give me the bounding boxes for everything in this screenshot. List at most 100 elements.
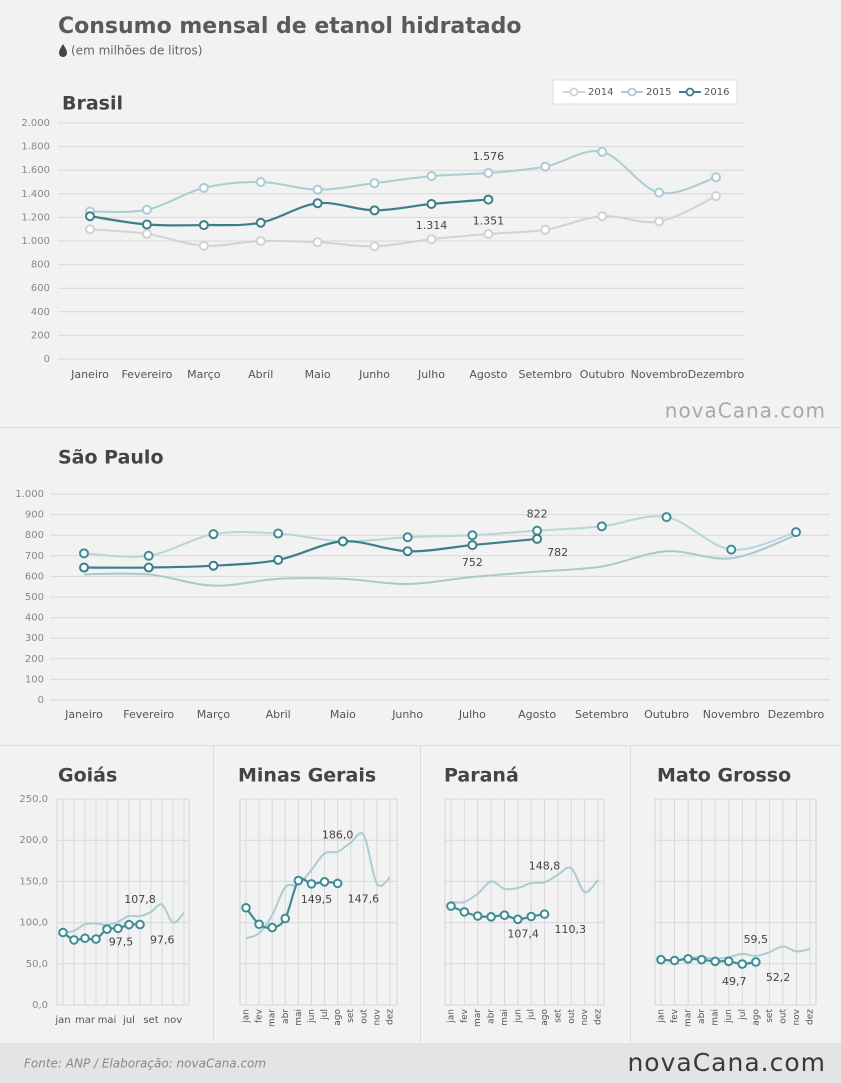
x-tick-label: Julho xyxy=(417,368,445,381)
y-tick-label: 1.200 xyxy=(21,212,50,223)
marker xyxy=(280,913,291,924)
x-tick-label: ago xyxy=(333,1009,343,1026)
y-tick-label: 100,0 xyxy=(19,918,48,929)
marker xyxy=(208,529,219,540)
x-tick-label: jul xyxy=(527,1009,537,1021)
chart-title: Minas Gerais xyxy=(238,765,376,787)
y-tick-label: 800 xyxy=(31,260,50,271)
x-tick-label: ago xyxy=(751,1009,761,1026)
marker xyxy=(532,533,543,544)
x-tick-label: out xyxy=(359,1009,369,1024)
data-label: 147,6 xyxy=(348,892,380,905)
x-tick-label: mar xyxy=(473,1009,483,1027)
y-tick-label: 500 xyxy=(25,592,44,603)
x-tick-label: Setembro xyxy=(575,708,629,721)
x-tick-label: nov xyxy=(792,1008,802,1025)
series-line xyxy=(62,903,185,934)
marker xyxy=(539,909,550,919)
marker xyxy=(319,877,330,887)
data-label: 107,8 xyxy=(124,893,156,906)
marker xyxy=(273,528,284,539)
y-tick-label: 150,0 xyxy=(19,876,48,887)
data-label: 49,7 xyxy=(722,975,747,988)
x-tick-label: out xyxy=(567,1009,577,1024)
marker xyxy=(402,546,413,557)
chart-title: Goiás xyxy=(58,765,117,787)
legend-label: 2016 xyxy=(704,87,729,98)
marker xyxy=(102,924,112,934)
y-tick-label: 900 xyxy=(25,510,44,521)
legend-marker xyxy=(685,87,695,97)
marker xyxy=(254,919,264,930)
series-line xyxy=(83,534,797,587)
x-tick-label: set xyxy=(143,1015,158,1026)
data-label: 107,4 xyxy=(507,928,539,941)
marker xyxy=(208,560,219,571)
x-tick-label: set xyxy=(346,1009,356,1023)
x-tick-label: mai xyxy=(711,1009,721,1026)
x-tick-label: abr xyxy=(281,1009,291,1024)
marker xyxy=(654,216,665,227)
data-label: 59,5 xyxy=(744,933,769,946)
drop-icon xyxy=(59,44,67,57)
x-tick-label: mar xyxy=(268,1009,278,1027)
y-tick-label: 0 xyxy=(44,354,50,365)
y-tick-label: 50,0 xyxy=(26,959,48,970)
x-tick-label: Março xyxy=(187,368,221,381)
x-tick-label: jul xyxy=(122,1015,135,1026)
x-tick-label: ago xyxy=(540,1009,550,1026)
x-tick-label: abr xyxy=(697,1009,707,1024)
marker xyxy=(255,236,266,246)
marker xyxy=(526,911,536,922)
marker xyxy=(135,919,145,930)
marker xyxy=(198,220,209,231)
marker xyxy=(711,172,721,183)
x-tick-label: set xyxy=(765,1009,775,1023)
series-line xyxy=(83,515,797,558)
y-tick-label: 700 xyxy=(25,551,44,562)
x-tick-label: set xyxy=(553,1009,563,1023)
legend-marker xyxy=(569,87,579,97)
logo: novaCana.com xyxy=(665,399,826,423)
y-tick-label: 250,0 xyxy=(19,794,48,805)
marker xyxy=(80,933,90,944)
marker xyxy=(426,234,437,245)
marker xyxy=(267,922,277,933)
marker xyxy=(141,204,152,215)
x-tick-label: Julho xyxy=(458,708,486,721)
x-tick-label: Março xyxy=(197,708,231,721)
logo: novaCana.com xyxy=(627,1048,826,1077)
marker xyxy=(113,923,123,934)
marker xyxy=(791,527,801,538)
marker xyxy=(198,240,209,251)
y-tick-label: 1.600 xyxy=(21,165,50,176)
marker xyxy=(737,959,748,969)
legend-label: 2015 xyxy=(646,87,671,98)
x-tick-label: Novembro xyxy=(631,368,688,381)
marker xyxy=(723,956,734,967)
marker xyxy=(483,228,494,239)
x-tick-label: jun xyxy=(307,1009,317,1024)
x-tick-label: nov xyxy=(164,1015,182,1026)
data-label: 52,2 xyxy=(766,971,791,984)
x-tick-label: nov xyxy=(580,1008,590,1025)
marker xyxy=(85,211,95,222)
x-tick-label: Outubro xyxy=(580,368,625,381)
y-tick-label: 200 xyxy=(31,330,50,341)
chart-title: Brasil xyxy=(62,93,123,115)
marker xyxy=(141,219,152,230)
marker xyxy=(513,914,523,925)
x-tick-label: jan xyxy=(242,1009,252,1024)
marker xyxy=(467,530,478,541)
footer xyxy=(0,1043,841,1083)
x-tick-label: dez xyxy=(806,1009,816,1025)
y-tick-label: 0 xyxy=(38,695,44,706)
x-tick-label: mai xyxy=(294,1009,304,1026)
marker xyxy=(369,241,380,252)
marker xyxy=(596,521,607,532)
marker xyxy=(426,171,437,182)
marker xyxy=(459,907,470,917)
y-tick-label: 300 xyxy=(25,633,44,644)
x-tick-label: jun xyxy=(513,1009,523,1024)
